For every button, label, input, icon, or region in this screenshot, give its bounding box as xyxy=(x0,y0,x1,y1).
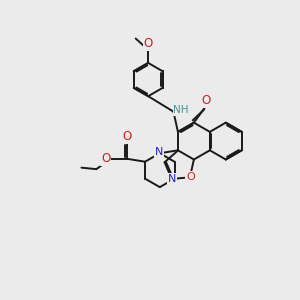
Text: O: O xyxy=(101,152,110,165)
Text: N: N xyxy=(168,174,176,184)
Text: O: O xyxy=(144,37,153,50)
Text: O: O xyxy=(201,94,210,107)
Text: O: O xyxy=(186,172,195,182)
Text: N: N xyxy=(155,147,164,157)
Text: O: O xyxy=(122,130,131,143)
Text: NH: NH xyxy=(173,106,189,116)
